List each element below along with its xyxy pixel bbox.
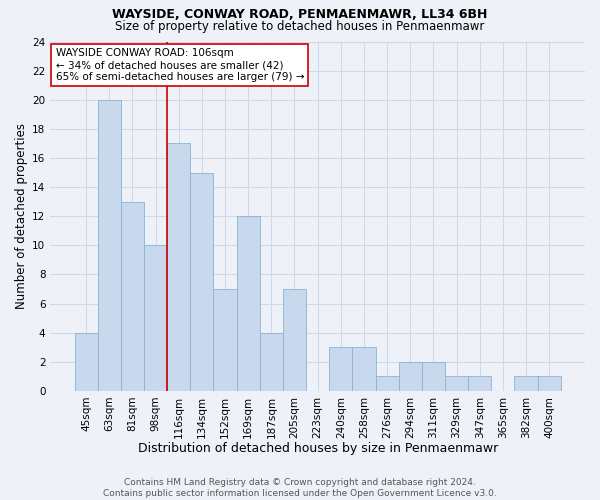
Bar [283,289,306,391]
Bar [514,376,538,391]
Text: WAYSIDE CONWAY ROAD: 106sqm
← 34% of detached houses are smaller (42)
65% of sem: WAYSIDE CONWAY ROAD: 106sqm ← 34% of det… [56,48,304,82]
Y-axis label: Number of detached properties: Number of detached properties [15,123,28,309]
Bar [398,362,422,391]
Text: Contains HM Land Registry data © Crown copyright and database right 2024.
Contai: Contains HM Land Registry data © Crown c… [103,478,497,498]
X-axis label: Distribution of detached houses by size in Penmaenmawr: Distribution of detached houses by size … [137,442,498,455]
Bar [190,172,214,391]
Bar [445,376,468,391]
Bar [167,144,190,391]
Bar [74,332,98,391]
Bar [422,362,445,391]
Bar [468,376,491,391]
Bar [329,347,352,391]
Bar [236,216,260,391]
Bar [121,202,144,391]
Bar [214,289,236,391]
Bar [352,347,376,391]
Bar [538,376,560,391]
Text: Size of property relative to detached houses in Penmaenmawr: Size of property relative to detached ho… [115,20,485,33]
Bar [144,246,167,391]
Bar [376,376,398,391]
Bar [260,332,283,391]
Text: WAYSIDE, CONWAY ROAD, PENMAENMAWR, LL34 6BH: WAYSIDE, CONWAY ROAD, PENMAENMAWR, LL34 … [112,8,488,20]
Bar [98,100,121,391]
